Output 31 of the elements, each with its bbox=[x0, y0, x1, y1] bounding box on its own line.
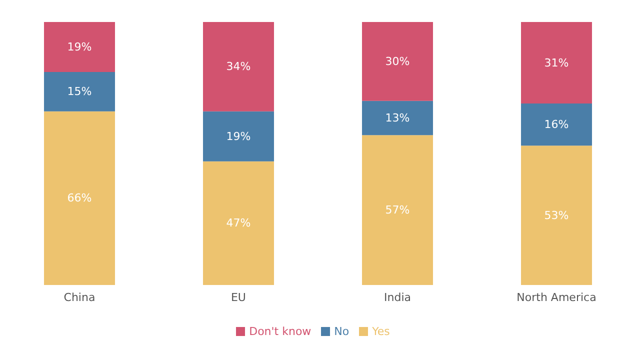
data-label: 31% bbox=[544, 56, 569, 70]
x-tick-label: EU bbox=[230, 290, 246, 304]
bar bbox=[362, 135, 433, 285]
data-label: 13% bbox=[385, 111, 410, 124]
bar bbox=[362, 100, 433, 136]
bar bbox=[521, 104, 592, 146]
data-label: 34% bbox=[226, 60, 251, 74]
data-label: 30% bbox=[385, 54, 410, 68]
bar bbox=[362, 22, 433, 101]
data-label: 19% bbox=[67, 40, 92, 54]
data-label: 66% bbox=[67, 192, 92, 205]
bar bbox=[521, 22, 592, 104]
data-label: 19% bbox=[226, 130, 251, 143]
bar bbox=[203, 22, 274, 112]
data-label: 53% bbox=[544, 208, 569, 222]
bar bbox=[44, 72, 115, 112]
x-tick-label: North America bbox=[516, 290, 596, 304]
x-tick-label: China bbox=[64, 290, 96, 304]
bar bbox=[44, 111, 115, 285]
legend-label: Don't know bbox=[249, 325, 312, 338]
bar bbox=[521, 146, 592, 285]
bar bbox=[203, 161, 274, 285]
data-label: 57% bbox=[385, 204, 410, 217]
legend-label: Yes bbox=[372, 325, 390, 338]
legend-label: No bbox=[334, 325, 350, 338]
data-label: 16% bbox=[544, 118, 569, 132]
bar bbox=[203, 111, 274, 162]
x-tick-label: India bbox=[384, 290, 411, 304]
bar bbox=[44, 22, 115, 72]
data-label: 47% bbox=[226, 216, 251, 230]
data-label: 15% bbox=[67, 85, 92, 98]
